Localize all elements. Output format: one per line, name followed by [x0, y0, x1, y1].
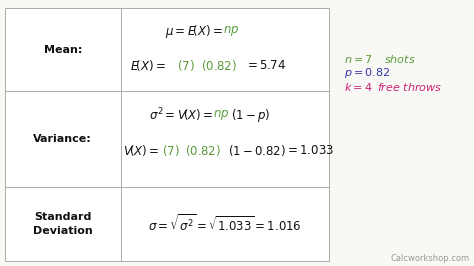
Text: $\left(0.82\right)$: $\left(0.82\right)$	[201, 58, 237, 73]
Text: Mean:: Mean:	[44, 45, 82, 55]
Text: Standard
Deviation: Standard Deviation	[33, 213, 93, 236]
Text: $p = 0.82$: $p = 0.82$	[344, 66, 390, 80]
Text: $=1.033$: $=1.033$	[285, 144, 335, 156]
Text: $\sigma = \sqrt{\sigma^2} = \sqrt{1.033} = 1.016$: $\sigma = \sqrt{\sigma^2} = \sqrt{1.033}…	[148, 213, 302, 235]
Text: $\left(7\right)$: $\left(7\right)$	[162, 143, 180, 157]
Text: $np$: $np$	[213, 109, 230, 122]
Text: $\left(0.82\right)$: $\left(0.82\right)$	[185, 143, 221, 157]
Text: $V\!\left(X\right)=$: $V\!\left(X\right)=$	[123, 143, 160, 157]
Text: Variance:: Variance:	[34, 134, 92, 144]
Text: $E\!\left(X\right)=$: $E\!\left(X\right)=$	[130, 58, 166, 73]
Text: Calcworkshop.com: Calcworkshop.com	[390, 254, 469, 263]
Text: $\mathit{shots}$: $\mathit{shots}$	[377, 53, 416, 65]
Text: $=5.74$: $=5.74$	[245, 59, 286, 72]
Text: $\mathit{free\ throws}$: $\mathit{free\ throws}$	[370, 81, 442, 93]
Text: $\left(1-0.82\right)$: $\left(1-0.82\right)$	[228, 143, 286, 157]
Text: $\sigma^2 = V\!\left(X\right)=$: $\sigma^2 = V\!\left(X\right)=$	[149, 107, 213, 124]
Text: $\mu = E\!\left(X\right)=$: $\mu = E\!\left(X\right)=$	[165, 23, 223, 40]
Text: $n = 7$: $n = 7$	[344, 53, 373, 65]
Text: $\left(7\right)$: $\left(7\right)$	[177, 58, 194, 73]
Bar	[5, 8, 329, 261]
Text: $np$: $np$	[223, 24, 239, 38]
Text: $\!\left(1-p\right)$: $\!\left(1-p\right)$	[232, 107, 271, 124]
Text: $k = 4$: $k = 4$	[344, 81, 372, 93]
